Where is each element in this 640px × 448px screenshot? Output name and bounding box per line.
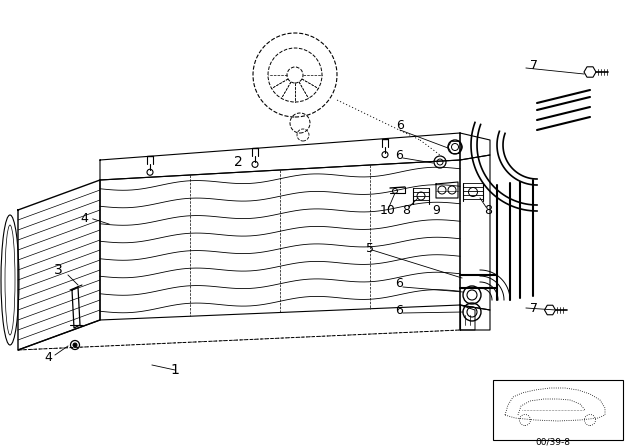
Text: 5: 5 [366,241,374,254]
Ellipse shape [5,225,15,335]
Text: 8: 8 [402,203,410,216]
Text: 6: 6 [395,303,403,316]
Text: 6: 6 [395,148,403,161]
Circle shape [73,343,77,347]
Ellipse shape [1,215,19,345]
Text: 3: 3 [54,263,62,277]
Text: 6: 6 [396,119,404,132]
Text: 4: 4 [80,211,88,224]
Text: 6: 6 [395,276,403,289]
Text: 4: 4 [44,350,52,363]
Text: 9: 9 [432,203,440,216]
Text: 2: 2 [234,155,243,169]
Text: 1: 1 [171,363,179,377]
Text: 7: 7 [530,302,538,314]
Text: 8: 8 [484,203,492,216]
Bar [493,380,623,440]
Text: 7: 7 [530,59,538,72]
Text: 00/39-8: 00/39-8 [536,438,570,447]
Text: 10: 10 [380,203,396,216]
